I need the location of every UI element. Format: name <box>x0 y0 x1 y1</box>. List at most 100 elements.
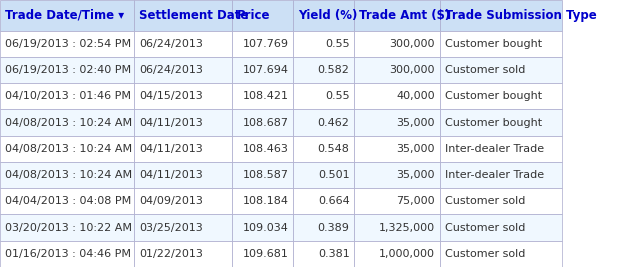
Text: Settlement Date: Settlement Date <box>139 9 249 22</box>
Text: 04/08/2013 : 10:24 AM: 04/08/2013 : 10:24 AM <box>5 117 132 128</box>
Text: Customer bought: Customer bought <box>445 91 542 101</box>
Bar <box>0 83 134 109</box>
Bar <box>355 109 440 136</box>
Text: Trade Amt ($): Trade Amt ($) <box>359 9 450 22</box>
Bar <box>440 31 562 57</box>
Bar <box>0 241 134 267</box>
Text: 01/16/2013 : 04:46 PM: 01/16/2013 : 04:46 PM <box>5 249 131 259</box>
Bar <box>440 83 562 109</box>
Text: 35,000: 35,000 <box>396 117 435 128</box>
Text: 0.501: 0.501 <box>318 170 350 180</box>
Bar <box>0 57 134 83</box>
Bar <box>294 57 355 83</box>
Bar <box>0 0 134 31</box>
Bar <box>134 0 232 31</box>
Text: 109.681: 109.681 <box>243 249 289 259</box>
Bar <box>294 162 355 188</box>
Bar <box>440 136 562 162</box>
Bar <box>355 83 440 109</box>
Bar <box>0 136 134 162</box>
Text: 300,000: 300,000 <box>389 39 435 49</box>
Text: 04/04/2013 : 04:08 PM: 04/04/2013 : 04:08 PM <box>5 196 131 206</box>
Text: 01/22/2013: 01/22/2013 <box>139 249 203 259</box>
Text: Customer sold: Customer sold <box>445 65 525 75</box>
Text: 06/24/2013: 06/24/2013 <box>139 65 203 75</box>
Text: Inter-dealer Trade: Inter-dealer Trade <box>445 144 544 154</box>
Text: 35,000: 35,000 <box>396 144 435 154</box>
Bar <box>440 109 562 136</box>
Bar <box>232 241 294 267</box>
Bar <box>294 109 355 136</box>
Text: 06/19/2013 : 02:40 PM: 06/19/2013 : 02:40 PM <box>5 65 131 75</box>
Text: 40,000: 40,000 <box>396 91 435 101</box>
Bar <box>440 0 562 31</box>
Bar <box>440 162 562 188</box>
Bar <box>440 57 562 83</box>
Text: 0.582: 0.582 <box>318 65 350 75</box>
Text: 04/08/2013 : 10:24 AM: 04/08/2013 : 10:24 AM <box>5 170 132 180</box>
Bar <box>232 57 294 83</box>
Bar <box>355 57 440 83</box>
Text: 03/20/2013 : 10:22 AM: 03/20/2013 : 10:22 AM <box>5 223 132 233</box>
Text: Trade Date/Time ▾: Trade Date/Time ▾ <box>5 9 124 22</box>
Text: 108.463: 108.463 <box>243 144 289 154</box>
Bar <box>134 136 232 162</box>
Bar <box>134 57 232 83</box>
Text: Inter-dealer Trade: Inter-dealer Trade <box>445 170 544 180</box>
Text: 0.381: 0.381 <box>318 249 350 259</box>
Bar <box>134 214 232 241</box>
Text: 108.587: 108.587 <box>243 170 289 180</box>
Text: 0.55: 0.55 <box>325 91 350 101</box>
Text: 107.694: 107.694 <box>243 65 289 75</box>
Bar <box>355 188 440 214</box>
Bar <box>134 162 232 188</box>
Text: 108.421: 108.421 <box>243 91 289 101</box>
Bar <box>294 241 355 267</box>
Text: Customer bought: Customer bought <box>445 117 542 128</box>
Text: 04/11/2013: 04/11/2013 <box>139 170 203 180</box>
Bar <box>355 241 440 267</box>
Bar <box>294 214 355 241</box>
Bar <box>0 188 134 214</box>
Bar <box>232 214 294 241</box>
Bar <box>355 31 440 57</box>
Text: Price: Price <box>237 9 271 22</box>
Text: 0.664: 0.664 <box>318 196 350 206</box>
Text: 06/24/2013: 06/24/2013 <box>139 39 203 49</box>
Bar <box>294 188 355 214</box>
Bar <box>440 214 562 241</box>
Text: 03/25/2013: 03/25/2013 <box>139 223 203 233</box>
Bar <box>355 136 440 162</box>
Bar <box>355 162 440 188</box>
Bar <box>232 188 294 214</box>
Bar <box>134 83 232 109</box>
Text: 0.389: 0.389 <box>318 223 350 233</box>
Text: 1,325,000: 1,325,000 <box>379 223 435 233</box>
Text: Customer sold: Customer sold <box>445 196 525 206</box>
Text: 0.55: 0.55 <box>325 39 350 49</box>
Text: 75,000: 75,000 <box>396 196 435 206</box>
Bar <box>355 214 440 241</box>
Bar <box>440 241 562 267</box>
Text: 0.548: 0.548 <box>318 144 350 154</box>
Text: 04/11/2013: 04/11/2013 <box>139 144 203 154</box>
Bar <box>232 0 294 31</box>
Bar <box>294 0 355 31</box>
Text: 109.034: 109.034 <box>243 223 289 233</box>
Bar <box>0 214 134 241</box>
Text: 35,000: 35,000 <box>396 170 435 180</box>
Bar <box>232 162 294 188</box>
Text: 04/09/2013: 04/09/2013 <box>139 196 203 206</box>
Bar <box>294 31 355 57</box>
Text: 04/10/2013 : 01:46 PM: 04/10/2013 : 01:46 PM <box>5 91 131 101</box>
Bar <box>232 31 294 57</box>
Text: 04/08/2013 : 10:24 AM: 04/08/2013 : 10:24 AM <box>5 144 132 154</box>
Text: 06/19/2013 : 02:54 PM: 06/19/2013 : 02:54 PM <box>5 39 131 49</box>
Text: 108.687: 108.687 <box>243 117 289 128</box>
Bar <box>134 188 232 214</box>
Text: Customer bought: Customer bought <box>445 39 542 49</box>
Text: 04/11/2013: 04/11/2013 <box>139 117 203 128</box>
Bar <box>0 162 134 188</box>
Bar <box>0 109 134 136</box>
Bar <box>232 109 294 136</box>
